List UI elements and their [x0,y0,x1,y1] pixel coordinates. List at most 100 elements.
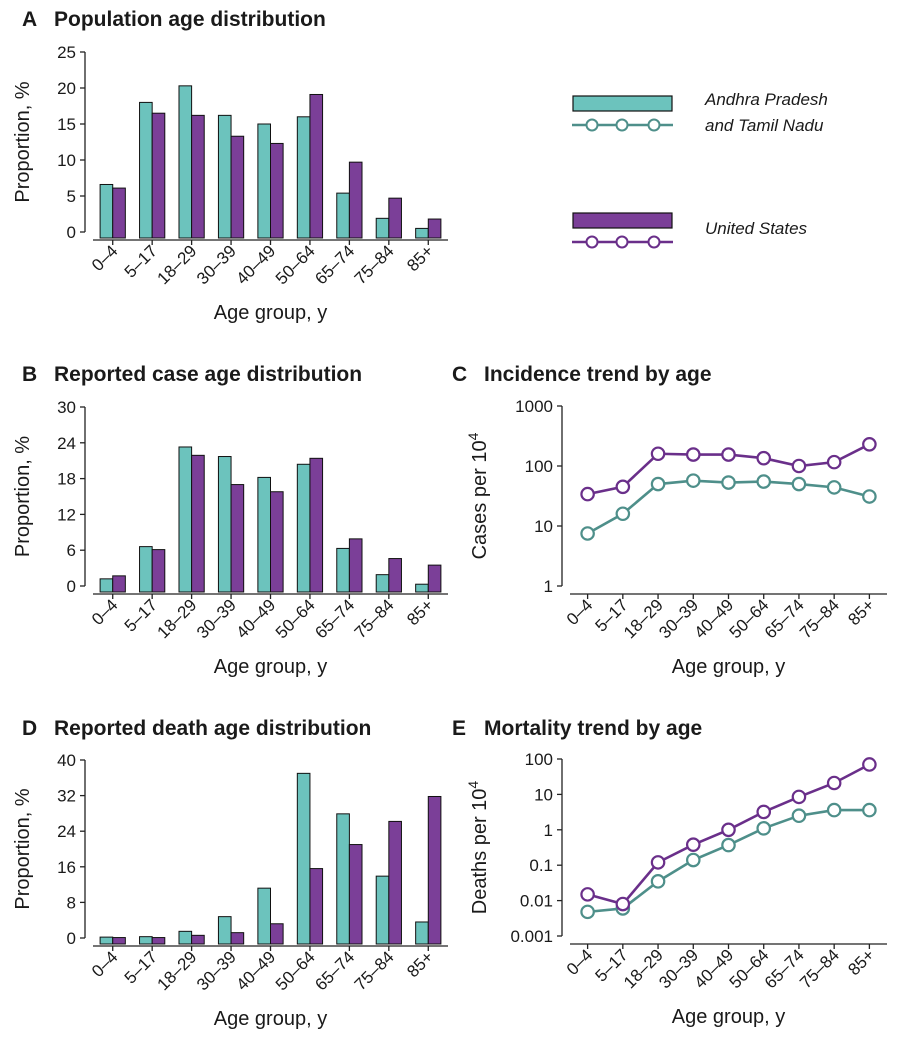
panel-d-x-tick-label: 40–49 [232,947,279,994]
panel-d-x-tick-label: 65–74 [311,947,358,994]
panel-c: C Incidence trend by age11010010000–45–17… [452,363,887,678]
panel-a-bar-ap [139,101,153,239]
legend-swatch-ap [572,95,673,112]
panel-b-y-tick-label: 30 [57,398,76,417]
legend-marker-ap [647,118,661,132]
panel-c-point-ap [826,480,842,495]
panel-d-bar-us [230,932,245,945]
panel-b-bar-ap [257,476,271,593]
panel-a-bar-us [427,218,442,239]
panel-c-point-us [791,458,807,474]
panel-b-x-tick-label: 18–29 [154,595,201,642]
panel-c-point-us [721,447,736,462]
panel-a-bar-ap [336,192,350,239]
panel-d-title: Reported death age distribution [54,717,371,740]
panel-b-bar-us [191,454,205,593]
panel-e-y-tick-label: 0.001 [510,927,553,946]
panel-d-bar-ap [99,936,114,945]
panel-d-bar-ap [296,772,311,945]
legend-label-ap-1: Andhra Pradesh [704,90,828,109]
panel-d-bar-us [427,795,442,945]
panel-b-x-tick-label: 30–39 [193,595,240,642]
panel-b-bar-us [427,564,442,593]
panel-b-y-tick-label: 12 [57,505,76,524]
panel-d-x-tick-label: 50–64 [272,947,319,994]
panel-d-bar-ap [336,813,350,945]
panel-c-y-tick-label: 10 [534,517,553,536]
panel-c-y-tick-label: 1 [544,577,553,596]
panel-d-x-tick-label: 85+ [403,947,437,981]
panel-c-y-label: Cases per 104 [465,432,491,559]
panel-c-x-tick-label: 0–4 [563,595,596,628]
panel-c-point-ap [862,489,877,504]
panel-d: D Reported death age distribution 0 8 16 24 32… [12,717,448,1030]
panel-e-x-tick-label: 85+ [844,945,878,979]
panel-d-x-tick-label: 18–29 [154,947,201,994]
panel-a-y-tick-label: 10 [57,151,76,170]
panel-d-bar-ap [178,930,193,945]
panel-a-bar-us [309,93,324,239]
panel-a-y-tick-label: 25 [57,43,76,62]
panel-d-letter: D [22,717,37,740]
panel-e-y-tick-label: 10 [534,785,553,804]
panel-d-bar-us [388,820,402,945]
panel-a-x-tick-label: 65–74 [311,241,358,288]
panel-a-bar-us [388,197,402,239]
panel-b-bar-us [112,575,126,593]
panel-a-x-tick-label: 40–49 [232,241,279,288]
panel-d-bar-ap [257,887,271,945]
panel-a-bar-us [230,135,245,239]
panel-e-x-tick-label: 65–74 [761,945,808,992]
panel-c-point-us [862,436,877,452]
panel-d-x-tick-label: 0–4 [88,947,121,980]
panel-e-point-us [756,804,772,820]
panel-c-point-ap [721,475,736,490]
panel-c-x-tick-label: 40–49 [690,595,737,642]
panel-e-x-tick-label: 50–64 [726,945,773,992]
panel-b-bar-ap [139,546,153,593]
panel-b: B Reported case age distribution 0 6 12 18 24 3… [12,363,448,678]
panel-e-x-tick-label: 75–84 [796,945,843,992]
panel-c-point-us [826,454,842,470]
panel-d-bar-us [191,934,205,945]
panel-e-point-ap [580,904,595,920]
legend-swatch-us [572,212,673,229]
panel-d-y-tick-label: 16 [57,858,76,877]
panel-c-y-label-main: Cases per 10 [469,440,491,559]
legend-label-us: United States [705,219,808,238]
panel-d-y-tick-label: 40 [57,751,76,770]
legend-marker-us [647,235,661,249]
panel-e-y-label-sup: 4 [465,781,481,789]
panel-d-bar-us [151,937,166,945]
panel-b-x-tick-label: 40–49 [232,595,279,642]
panel-c-point-ap [615,506,631,522]
panel-a-x-tick-label: 30–39 [193,241,240,288]
panel-b-bar-us [230,484,245,593]
panel-c-x-label: Age group, y [672,656,785,678]
panel-c-point-ap [756,474,772,489]
panel-a-x-tick-label: 18–29 [154,241,201,288]
panel-a-x-tick-label: 50–64 [272,241,319,288]
panel-d-x-tick-label: 30–39 [193,947,240,994]
panel-e-point-us [791,789,807,805]
panel-b-bar-ap [217,456,232,593]
panel-b-letter: B [22,363,37,386]
panel-e-point-us [862,757,877,772]
panel-b-y-tick-label: 24 [57,434,76,453]
panel-c-x-tick-label: 30–39 [655,595,702,642]
panel-e-y-tick-label: 0.1 [529,856,553,875]
panel-e-y-tick-label: 100 [525,750,553,769]
panel-b-x-label: Age group, y [214,656,327,678]
panel-c-point-ap [650,476,666,492]
panel-d-x-label: Age group, y [214,1008,327,1030]
panel-e-point-us [580,887,595,902]
panel-a-y-tick-label: 0 [67,223,76,242]
panel-e-point-us [615,896,631,912]
panel-a-bar-ap [217,114,232,239]
panel-b-bar-ap [336,547,350,593]
panel-b-bar-us [270,491,284,593]
panel-c-point-us [756,450,772,466]
panel-a-x-tick-label: 0–4 [88,241,121,274]
panel-e-point-ap [756,821,772,836]
panel-a-bar-ap [375,217,390,239]
